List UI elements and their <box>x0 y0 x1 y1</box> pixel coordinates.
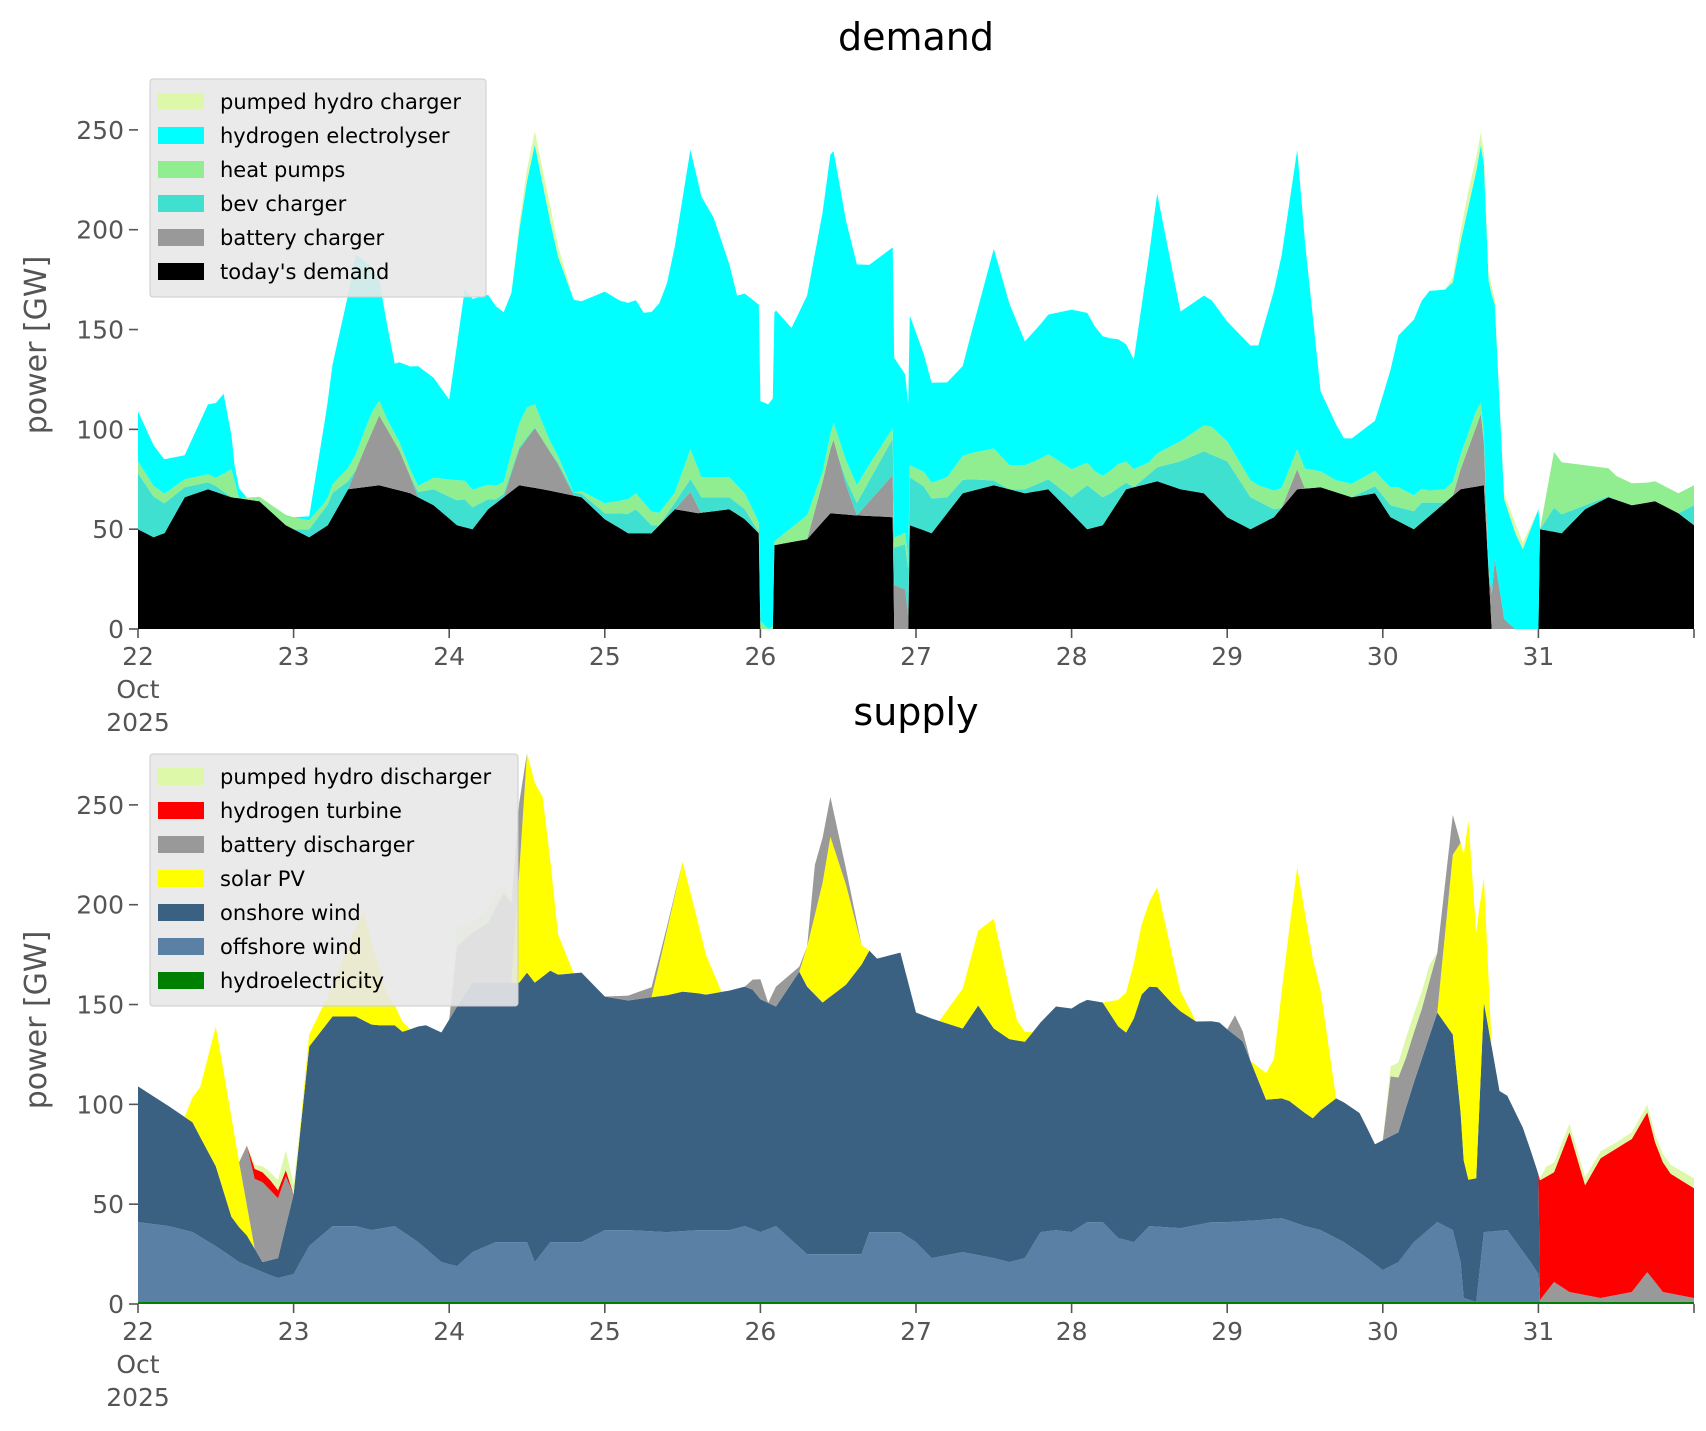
demand-legend-label-heat-pumps: heat pumps <box>220 158 345 182</box>
supply-x-tick-label: 25 <box>589 1317 621 1346</box>
supply-legend-label-onshore-wind: onshore wind <box>220 901 361 925</box>
demand-x-tick-label: 22 <box>122 642 154 671</box>
demand-title: demand <box>838 15 994 59</box>
supply-x-tick-label: 22 <box>122 1317 154 1346</box>
supply-legend-label-battery-discharger: battery discharger <box>220 833 415 857</box>
demand-y-tick-label: 50 <box>92 515 124 544</box>
supply-legend-label-hydroelectricity: hydroelectricity <box>220 969 384 993</box>
demand-y-axis-label: power [GW] <box>19 256 54 435</box>
supply-legend-swatch-hydroelectricity <box>158 972 204 989</box>
demand-x-tick-label: 28 <box>1056 642 1088 671</box>
supply-x-tick-label: 31 <box>1522 1317 1554 1346</box>
supply-area-solar-pv <box>138 753 1694 1302</box>
demand-area-today-s-demand <box>138 481 1694 629</box>
supply-y-tick-label: 50 <box>92 1190 124 1219</box>
demand-y-tick-label: 0 <box>108 615 124 644</box>
supply-x-tick-label: 2025 <box>106 1383 170 1412</box>
demand-legend-swatch-heat-pumps <box>158 161 204 178</box>
demand-legend-swatch-pumped-hydro-charger <box>158 93 204 110</box>
demand-x-tick-label: Oct <box>116 675 159 704</box>
supply-legend-swatch-pumped-hydro-discharger <box>158 768 204 785</box>
supply-legend-swatch-solar-pv <box>158 870 204 887</box>
demand-x-tick-label: 2025 <box>106 708 170 737</box>
demand-y-tick-label: 250 <box>76 116 124 145</box>
demand-y-tick-label: 100 <box>76 415 124 444</box>
demand-x-tick-label: 23 <box>278 642 310 671</box>
demand-axes: 0 50 100 150 200 250 22 Oct 2025 23 24 25 26 27 28 29 30… <box>76 116 1695 737</box>
demand-legend-label-today-s-demand: today's demand <box>220 260 389 284</box>
demand-x-tick-label: 25 <box>589 642 621 671</box>
supply-legend-swatch-hydrogen-turbine <box>158 802 204 819</box>
supply-x-tick-label: 26 <box>744 1317 776 1346</box>
supply-x-tick-label: 29 <box>1211 1317 1243 1346</box>
demand-area-bev-charger <box>138 413 1694 629</box>
supply-legend-label-hydrogen-turbine: hydrogen turbine <box>220 799 402 823</box>
demand-legend-label-hydrogen-electrolyser: hydrogen electrolyser <box>220 124 450 148</box>
supply-y-tick-label: 200 <box>76 891 124 920</box>
demand-legend-label-battery-charger: battery charger <box>220 226 385 250</box>
supply-legend: pumped hydro discharger hydrogen turbine b… <box>149 753 519 1007</box>
supply-area-offshore-wind <box>138 1218 1694 1302</box>
demand-x-tick-label: 26 <box>744 642 776 671</box>
supply-legend-swatch-offshore-wind <box>158 938 204 955</box>
supply-x-tick-label: 28 <box>1056 1317 1088 1346</box>
supply-axes: 0 50 100 150 200 250 22 Oct 2025 23 24 25 26 27 28 29 30… <box>76 791 1695 1412</box>
supply-x-tick-label: Oct <box>116 1350 159 1379</box>
supply-legend-label-pumped-hydro-discharger: pumped hydro discharger <box>220 765 491 789</box>
supply-area-hydroelectricity <box>138 1302 1694 1304</box>
supply-legend-label-solar-pv: solar PV <box>220 867 305 891</box>
demand-y-tick-label: 150 <box>76 316 124 345</box>
supply-panel: supply power [GW] 0 50 100 150 200 250 22 Oct 20… <box>19 690 1695 1412</box>
supply-y-tick-label: 150 <box>76 991 124 1020</box>
supply-x-tick-label: 30 <box>1367 1317 1399 1346</box>
supply-y-axis-label: power [GW] <box>19 931 54 1110</box>
demand-legend-label-bev-charger: bev charger <box>220 192 347 216</box>
supply-y-tick-label: 100 <box>76 1090 124 1119</box>
demand-legend-swatch-hydrogen-electrolyser <box>158 127 204 144</box>
demand-legend-box <box>149 78 487 298</box>
demand-x-tick-label: 24 <box>433 642 465 671</box>
demand-x-tick-label: 29 <box>1211 642 1243 671</box>
supply-x-tick-label: 23 <box>278 1317 310 1346</box>
supply-x-tick-label: 27 <box>900 1317 932 1346</box>
supply-y-tick-label: 0 <box>108 1290 124 1319</box>
demand-panel: demand power [GW] 0 50 100 150 200 250 22 Oct 20… <box>19 15 1695 737</box>
demand-areas <box>138 131 1694 629</box>
supply-y-tick-label: 250 <box>76 791 124 820</box>
demand-legend-swatch-today-s-demand <box>158 263 204 280</box>
demand-legend-label-pumped-hydro-charger: pumped hydro charger <box>220 90 461 114</box>
demand-x-tick-label: 30 <box>1367 642 1399 671</box>
supply-area-onshore-wind <box>138 950 1694 1302</box>
demand-legend-swatch-battery-charger <box>158 229 204 246</box>
supply-areas <box>138 753 1694 1304</box>
demand-x-tick-label: 31 <box>1522 642 1554 671</box>
supply-title: supply <box>853 690 978 734</box>
demand-y-tick-label: 200 <box>76 216 124 245</box>
demand-x-tick-label: 27 <box>900 642 932 671</box>
demand-legend-swatch-bev-charger <box>158 195 204 212</box>
demand-area-hydrogen-electrolyser <box>138 144 1694 629</box>
demand-area-battery-charger <box>138 413 1694 629</box>
supply-legend-box <box>149 753 519 1007</box>
supply-legend-swatch-onshore-wind <box>158 904 204 921</box>
supply-legend-swatch-battery-discharger <box>158 836 204 853</box>
demand-legend: pumped hydro charger hydrogen electrolyse… <box>149 78 487 298</box>
supply-x-tick-label: 24 <box>433 1317 465 1346</box>
supply-legend-label-offshore-wind: offshore wind <box>220 935 362 959</box>
